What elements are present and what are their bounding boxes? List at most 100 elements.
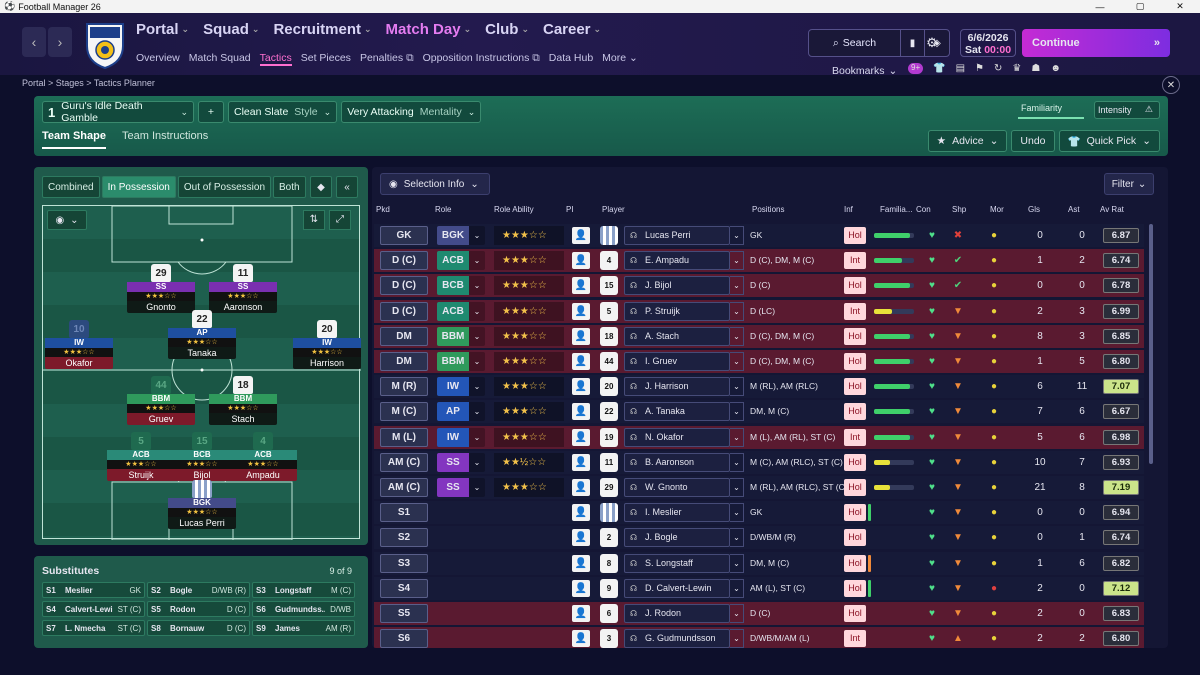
col-mor[interactable]: Mor xyxy=(990,205,1004,214)
table-row[interactable]: S1 👤 ☊ I. Meslier ⌄ GK Hol ♥ ▼ ● 0 0 6.94 xyxy=(374,501,1144,525)
menu-squad[interactable]: Squad ⌄ xyxy=(203,21,260,38)
chevron-down-icon[interactable]: ⌄ xyxy=(730,604,744,623)
tab-team-shape[interactable]: Team Shape xyxy=(42,130,106,149)
club-crest-icon[interactable] xyxy=(84,20,126,70)
tab-team-instructions[interactable]: Team Instructions xyxy=(122,130,209,142)
role-selector[interactable]: IW ⌄ xyxy=(437,427,485,447)
player-selector[interactable]: ☊ W. Gnonto xyxy=(624,478,730,497)
table-row[interactable]: S3 👤 8 ☊ S. Longstaff ⌄ DM, M (C) Hol ♥ ▼ ● 1 6 6.82 xyxy=(374,551,1144,575)
chevron-down-icon[interactable]: ⌄ xyxy=(730,503,744,523)
table-row[interactable]: DM BBM ⌄ ★★★☆☆ 👤 18 ☊ A. Stach ⌄ D (C), DM, M (C)… xyxy=(374,324,1144,348)
player-selector[interactable]: ☊ J. Harrison xyxy=(624,377,730,397)
pitch-player[interactable]: 15 BCB ★★★☆☆ Bijol xyxy=(168,432,236,481)
position-slot[interactable]: M (C) xyxy=(380,402,428,422)
breadcrumb[interactable]: Portal > Stages > Tactics Planner xyxy=(22,78,155,88)
back-arrow-icon[interactable]: ‹ xyxy=(22,27,46,57)
table-row[interactable]: AM (C) SS ⌄ ★★½☆☆ 👤 11 ☊ B. Aaronson ⌄ M (C), AM … xyxy=(374,450,1144,474)
submenu-match-squad[interactable]: Match Squad xyxy=(188,52,251,64)
pitch-player[interactable]: 4 ACB ★★★☆☆ Ampadu xyxy=(229,432,297,481)
shirt-icon[interactable]: 👕 xyxy=(933,63,946,74)
pitch-player[interactable]: 10 IW ★★★☆☆ Okafor xyxy=(45,320,113,369)
col-av-rat[interactable]: Av Rat xyxy=(1100,205,1124,214)
table-row[interactable]: D (C) ACB ⌄ ★★★☆☆ 👤 4 ☊ E. Ampadu ⌄ D (C), DM, M … xyxy=(374,249,1144,273)
pitch-player[interactable]: 20 IW ★★★☆☆ Harrison xyxy=(293,320,361,369)
player-instructions-icon[interactable]: 👤 xyxy=(572,630,590,648)
chevron-down-icon[interactable]: ⌄ xyxy=(730,452,744,472)
substitute-slot[interactable]: S4 Calvert-Lewin ST (C) xyxy=(42,601,145,617)
role-selector[interactable]: ACB ⌄ xyxy=(437,251,485,271)
role-selector[interactable]: ACB ⌄ xyxy=(437,301,485,321)
role-selector[interactable]: IW ⌄ xyxy=(437,377,485,397)
col-ast[interactable]: Ast xyxy=(1068,205,1080,214)
collapse-icon[interactable]: « xyxy=(336,176,358,198)
player-instructions-icon[interactable]: 👤 xyxy=(572,504,590,522)
table-row[interactable]: D (C) BCB ⌄ ★★★☆☆ 👤 15 ☊ J. Bijol ⌄ D (C) Hol ♥ ✔ ● 0 0… xyxy=(374,274,1144,298)
familiarity-meter[interactable]: Familiarity xyxy=(1018,103,1084,119)
table-row[interactable]: D (C) ACB ⌄ ★★★☆☆ 👤 5 ☊ P. Struijk ⌄ D (LC) Int ♥ ▼ ●… xyxy=(374,299,1144,323)
table-row[interactable]: S2 👤 2 ☊ J. Bogle ⌄ D/WB/M (R) Hol ♥ ▼ ● 0 1 6.74 xyxy=(374,526,1144,550)
undo-button[interactable]: Undo xyxy=(1011,130,1055,152)
position-slot[interactable]: S1 xyxy=(380,503,428,523)
player-instructions-icon[interactable]: 👤 xyxy=(572,252,590,270)
submenu-more[interactable]: More ⌄ xyxy=(602,52,638,64)
maximize-button[interactable]: ▢ xyxy=(1135,1,1145,11)
staff-icon[interactable]: ☻ xyxy=(1050,63,1061,74)
table-scrollbar[interactable] xyxy=(1149,224,1153,464)
mentality-selector[interactable]: Very Attacking Mentality ⌄ xyxy=(341,101,482,123)
chevron-down-icon[interactable]: ⌄ xyxy=(730,301,744,321)
position-slot[interactable]: D (C) xyxy=(380,301,428,321)
pitch-player[interactable]: BGK ★★★☆☆ Lucas Perri xyxy=(168,480,236,529)
position-slot[interactable]: D (C) xyxy=(380,251,428,271)
player-selector[interactable]: ☊ B. Aaronson xyxy=(624,452,730,472)
col-gls[interactable]: Gls xyxy=(1028,205,1040,214)
bookmarks-menu[interactable]: Bookmarks ⌄ xyxy=(832,65,898,77)
role-selector[interactable]: SS ⌄ xyxy=(437,452,485,472)
submenu-opposition-instructions[interactable]: Opposition Instructions ⧉ xyxy=(422,52,540,64)
pitch-player[interactable]: 29 SS ★★★☆☆ Gnonto xyxy=(127,264,195,313)
position-slot[interactable]: S6 xyxy=(380,629,428,648)
tactic-selector[interactable]: 1 Guru's Idle Death Gamble ⌄ xyxy=(42,100,194,124)
menu-recruitment[interactable]: Recruitment ⌄ xyxy=(273,21,372,38)
style-selector[interactable]: Clean Slate Style ⌄ xyxy=(228,101,338,123)
filter-button[interactable]: Filter ⌄ xyxy=(1104,173,1154,195)
intensity-meter[interactable]: Intensity ⚠ xyxy=(1094,101,1160,119)
mode-both[interactable]: Both xyxy=(273,176,306,198)
player-selector[interactable]: ☊ S. Longstaff xyxy=(624,553,730,573)
player-instructions-icon[interactable]: 👤 xyxy=(572,605,590,622)
submenu-data-hub[interactable]: Data Hub xyxy=(548,52,594,64)
player-selector[interactable]: ☊ G. Gudmundsson xyxy=(624,629,730,648)
submenu-set-pieces[interactable]: Set Pieces xyxy=(300,52,351,64)
quick-pick-button[interactable]: 👕 Quick Pick ⌄ xyxy=(1058,130,1160,152)
col-positions[interactable]: Positions xyxy=(752,205,785,214)
pitch-player[interactable]: 5 ACB ★★★☆☆ Struijk xyxy=(107,432,175,481)
diamond-icon[interactable]: ◆ xyxy=(310,176,332,198)
col-inf[interactable]: Inf xyxy=(844,205,853,214)
substitute-slot[interactable]: S6 Gudmundss... D/WB xyxy=(252,601,355,617)
group-icon[interactable]: ⚑ xyxy=(975,63,984,74)
role-selector[interactable]: SS ⌄ xyxy=(437,478,485,497)
chevron-down-icon[interactable]: ⌄ xyxy=(730,478,744,497)
col-player[interactable]: Player xyxy=(602,205,625,214)
player-selector[interactable]: ☊ P. Struijk xyxy=(624,301,730,321)
role-selector[interactable]: BCB ⌄ xyxy=(437,276,485,296)
position-slot[interactable]: GK xyxy=(380,226,428,245)
substitute-slot[interactable]: S3 Longstaff M (C) xyxy=(252,582,355,598)
chevron-down-icon[interactable]: ⌄ xyxy=(730,276,744,296)
chevron-down-icon[interactable]: ⌄ xyxy=(730,251,744,271)
player-instructions-icon[interactable]: 👤 xyxy=(572,479,590,496)
chevron-down-icon[interactable]: ⌄ xyxy=(730,553,744,573)
substitute-slot[interactable]: S1 Meslier GK xyxy=(42,582,145,598)
table-row[interactable]: GK BGK ⌄ ★★★☆☆ 👤 ☊ Lucas Perri ⌄ GK Hol ♥ ✖ ● 0 0 6.87 xyxy=(374,224,1144,247)
player-selector[interactable]: ☊ N. Okafor xyxy=(624,427,730,447)
substitute-slot[interactable]: S5 Rodon D (C) xyxy=(147,601,250,617)
substitute-slot[interactable]: S2 Bogle D/WB (R) xyxy=(147,582,250,598)
chevron-down-icon[interactable]: ⌄ xyxy=(730,226,744,245)
role-selector[interactable]: BGK ⌄ xyxy=(437,226,485,245)
mode-in-possession[interactable]: In Possession xyxy=(101,176,176,198)
clipboard-icon[interactable]: ▤ xyxy=(955,63,966,74)
close-icon[interactable]: ✕ xyxy=(1162,76,1180,94)
menu-portal[interactable]: Portal ⌄ xyxy=(136,21,190,38)
role-selector[interactable]: BBM ⌄ xyxy=(437,352,485,371)
continue-button[interactable]: Continue » xyxy=(1022,29,1170,57)
shield-icon[interactable]: ◈ xyxy=(933,37,941,49)
